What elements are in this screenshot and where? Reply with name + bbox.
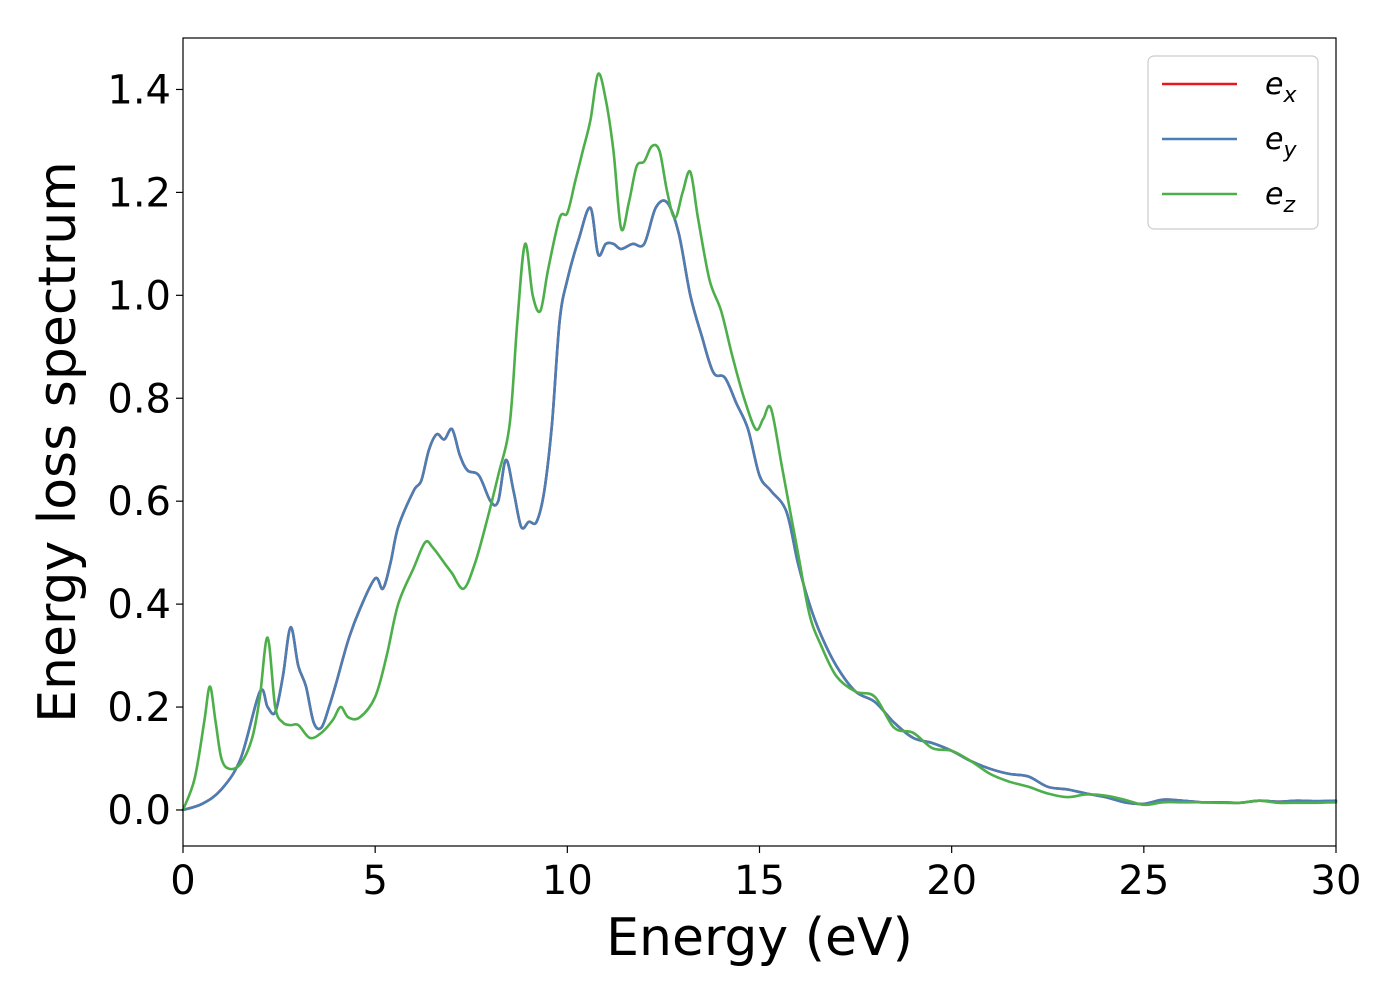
series-line-e-y <box>181 199 1338 812</box>
x-tick-label: 30 <box>1311 858 1362 904</box>
y-tick-label: 1.4 <box>107 67 171 113</box>
x-tick-label: 25 <box>1118 858 1169 904</box>
y-tick-label: 0.6 <box>107 479 171 525</box>
x-axis-ticks: 0 5 10 15 20 25 30 <box>170 846 1361 904</box>
y-tick-label: 0.4 <box>107 582 171 628</box>
y-tick-label: 1.2 <box>107 170 171 216</box>
series-line-e-z <box>181 72 1338 812</box>
x-tick-label: 5 <box>362 858 387 904</box>
y-axis-ticks: 0.0 0.2 0.4 0.6 0.8 1.0 1.2 1.4 <box>107 67 183 834</box>
x-tick-label: 15 <box>734 858 785 904</box>
y-tick-label: 0.8 <box>107 376 171 422</box>
x-tick-label: 0 <box>170 858 195 904</box>
y-axis-label: Energy loss spectrum <box>28 161 88 723</box>
x-axis-label: Energy (eV) <box>606 908 913 968</box>
y-tick-label: 1.0 <box>107 273 171 319</box>
y-tick-label: 0.2 <box>107 685 171 731</box>
legend-box <box>1147 55 1319 230</box>
series-layer <box>181 72 1338 812</box>
x-tick-label: 20 <box>926 858 977 904</box>
y-tick-label: 0.0 <box>107 788 171 834</box>
x-tick-label: 10 <box>542 858 593 904</box>
